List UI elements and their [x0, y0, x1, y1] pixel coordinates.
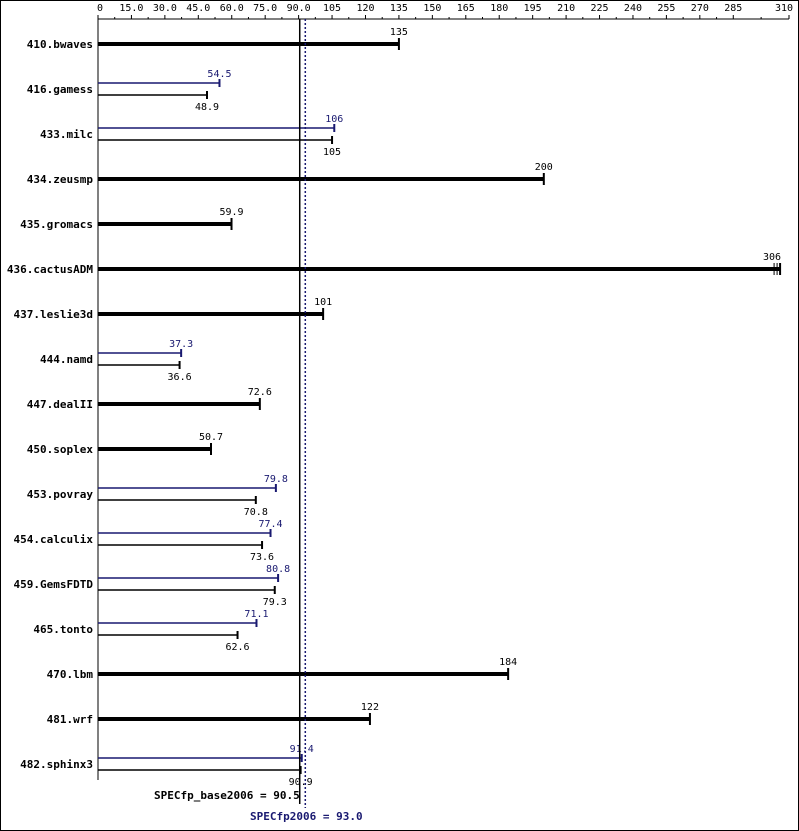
base-value-label: 184 [499, 657, 517, 668]
benchmark-row: 450.soplex 50.7 [27, 432, 223, 456]
base-value-label: 122 [361, 702, 379, 713]
base-value-label: 79.3 [263, 597, 287, 608]
x-tick-label: 15.0 [119, 3, 143, 14]
benchmark-row: 453.povray 79.8 70.8 [27, 474, 288, 518]
base-value-label: 48.9 [195, 102, 219, 113]
x-tick-label: 150 [423, 3, 441, 14]
benchmark-label: 416.gamess [27, 83, 93, 96]
base-value-label: 105 [323, 147, 341, 158]
benchmark-label: 434.zeusmp [27, 173, 94, 186]
benchmark-label: 436.cactusADM [7, 263, 93, 276]
base-value-label: 70.8 [244, 507, 268, 518]
x-tick-label: 225 [591, 3, 609, 14]
peak-value-label: 79.8 [264, 474, 288, 485]
base-value-label: 135 [390, 27, 408, 38]
x-tick-label: 285 [724, 3, 742, 14]
x-tick-label: 270 [691, 3, 709, 14]
benchmark-row: 435.gromacs 59.9 [20, 207, 243, 231]
benchmark-row: 410.bwaves 135 [27, 27, 408, 51]
benchmark-label: 447.dealII [27, 398, 93, 411]
x-tick-label: 0 [97, 3, 103, 14]
x-tick-label: 310 [775, 3, 793, 14]
x-tick-label: 135 [390, 3, 408, 14]
benchmark-row: 434.zeusmp 200 [27, 162, 553, 186]
peak-value-label: 37.3 [169, 339, 193, 350]
x-tick-label: 195 [524, 3, 542, 14]
x-tick-label: 45.0 [186, 3, 210, 14]
benchmark-row: 444.namd 37.3 36.6 [40, 339, 193, 383]
benchmark-label: 435.gromacs [20, 218, 93, 231]
peak-value-label: 54.5 [207, 69, 231, 80]
base-value-label: 36.6 [168, 372, 192, 383]
x-tick-label: 120 [356, 3, 374, 14]
peak-value-label: 71.1 [244, 609, 268, 620]
benchmark-label: 410.bwaves [27, 38, 93, 51]
benchmark-label: 482.sphinx3 [20, 758, 93, 771]
benchmark-row: 459.GemsFDTD 80.8 79.3 [14, 564, 291, 608]
x-tick-label: 30.0 [153, 3, 177, 14]
benchmark-label: 481.wrf [47, 713, 93, 726]
x-tick-label: 60.0 [220, 3, 244, 14]
base-value-label: 306 [763, 252, 781, 263]
benchmark-label: 437.leslie3d [14, 308, 93, 321]
benchmark-label: 450.soplex [27, 443, 94, 456]
benchmark-row: 465.tonto 71.1 62.6 [33, 609, 268, 653]
peak-summary-label: SPECfp2006 = 93.0 [250, 810, 363, 823]
summary-lines: SPECfp_base2006 = 90.5 SPECfp2006 = 93.0 [154, 19, 363, 823]
benchmark-row: 433.milc 106 105 [40, 114, 343, 158]
benchmark-label: 444.namd [40, 353, 93, 366]
benchmark-row: 470.lbm 184 [47, 657, 518, 681]
peak-value-label: 106 [325, 114, 343, 125]
benchmark-row: 437.leslie3d 101 [14, 297, 333, 321]
benchmark-bars: 410.bwaves 135 416.gamess 54.5 48.9 433.milc 1… [7, 27, 782, 788]
base-value-label: 73.6 [250, 552, 274, 563]
x-tick-label: 105 [323, 3, 341, 14]
benchmark-row: 447.dealII 72.6 [27, 387, 272, 411]
base-value-label: 50.7 [199, 432, 223, 443]
x-tick-label: 165 [457, 3, 475, 14]
benchmark-label: 454.calculix [14, 533, 94, 546]
benchmark-label: 459.GemsFDTD [14, 578, 94, 591]
benchmark-row: 416.gamess 54.5 48.9 [27, 69, 232, 113]
base-value-label: 101 [314, 297, 332, 308]
x-tick-label: 180 [490, 3, 508, 14]
benchmark-row: 436.cactusADM 306 [7, 252, 782, 276]
x-axis: 0 15.0 30.0 45.0 60.0 75.0 90.0 105 120 135 150 165… [97, 3, 793, 780]
x-tick-label: 240 [624, 3, 642, 14]
base-value-label: 59.9 [219, 207, 243, 218]
benchmark-row: 454.calculix 77.4 73.6 [14, 519, 283, 563]
base-value-label: 200 [535, 162, 553, 173]
x-tick-label: 90.0 [287, 3, 311, 14]
base-value-label: 72.6 [248, 387, 272, 398]
benchmark-label: 453.povray [27, 488, 94, 501]
base-summary-label: SPECfp_base2006 = 90.5 [154, 789, 300, 802]
benchmark-row: 481.wrf 122 [47, 702, 379, 726]
peak-value-label: 91.4 [290, 744, 314, 755]
peak-value-label: 80.8 [266, 564, 290, 575]
benchmark-row: 482.sphinx3 91.4 90.9 [20, 744, 314, 788]
benchmark-label: 465.tonto [33, 623, 93, 636]
benchmark-label: 433.milc [40, 128, 93, 141]
peak-value-label: 77.4 [258, 519, 282, 530]
x-tick-label: 210 [557, 3, 575, 14]
base-value-label: 90.9 [289, 777, 313, 788]
base-value-label: 62.6 [225, 642, 249, 653]
x-tick-label: 255 [657, 3, 675, 14]
benchmark-label: 470.lbm [47, 668, 94, 681]
x-tick-label: 75.0 [253, 3, 277, 14]
